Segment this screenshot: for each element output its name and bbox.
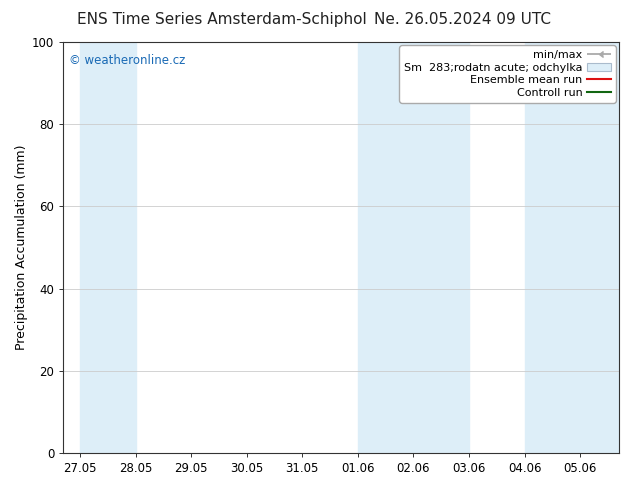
Bar	[358, 42, 469, 453]
Y-axis label: Precipitation Accumulation (mm): Precipitation Accumulation (mm)	[15, 145, 28, 350]
Bar	[80, 42, 136, 453]
Legend: min/max, Sm  283;rodatn acute; odchylka, Ensemble mean run, Controll run: min/max, Sm 283;rodatn acute; odchylka, …	[399, 46, 616, 102]
Text: © weatheronline.cz: © weatheronline.cz	[69, 54, 185, 68]
Text: Ne. 26.05.2024 09 UTC: Ne. 26.05.2024 09 UTC	[374, 12, 552, 27]
Text: ENS Time Series Amsterdam-Schiphol: ENS Time Series Amsterdam-Schiphol	[77, 12, 367, 27]
Bar	[524, 42, 634, 453]
